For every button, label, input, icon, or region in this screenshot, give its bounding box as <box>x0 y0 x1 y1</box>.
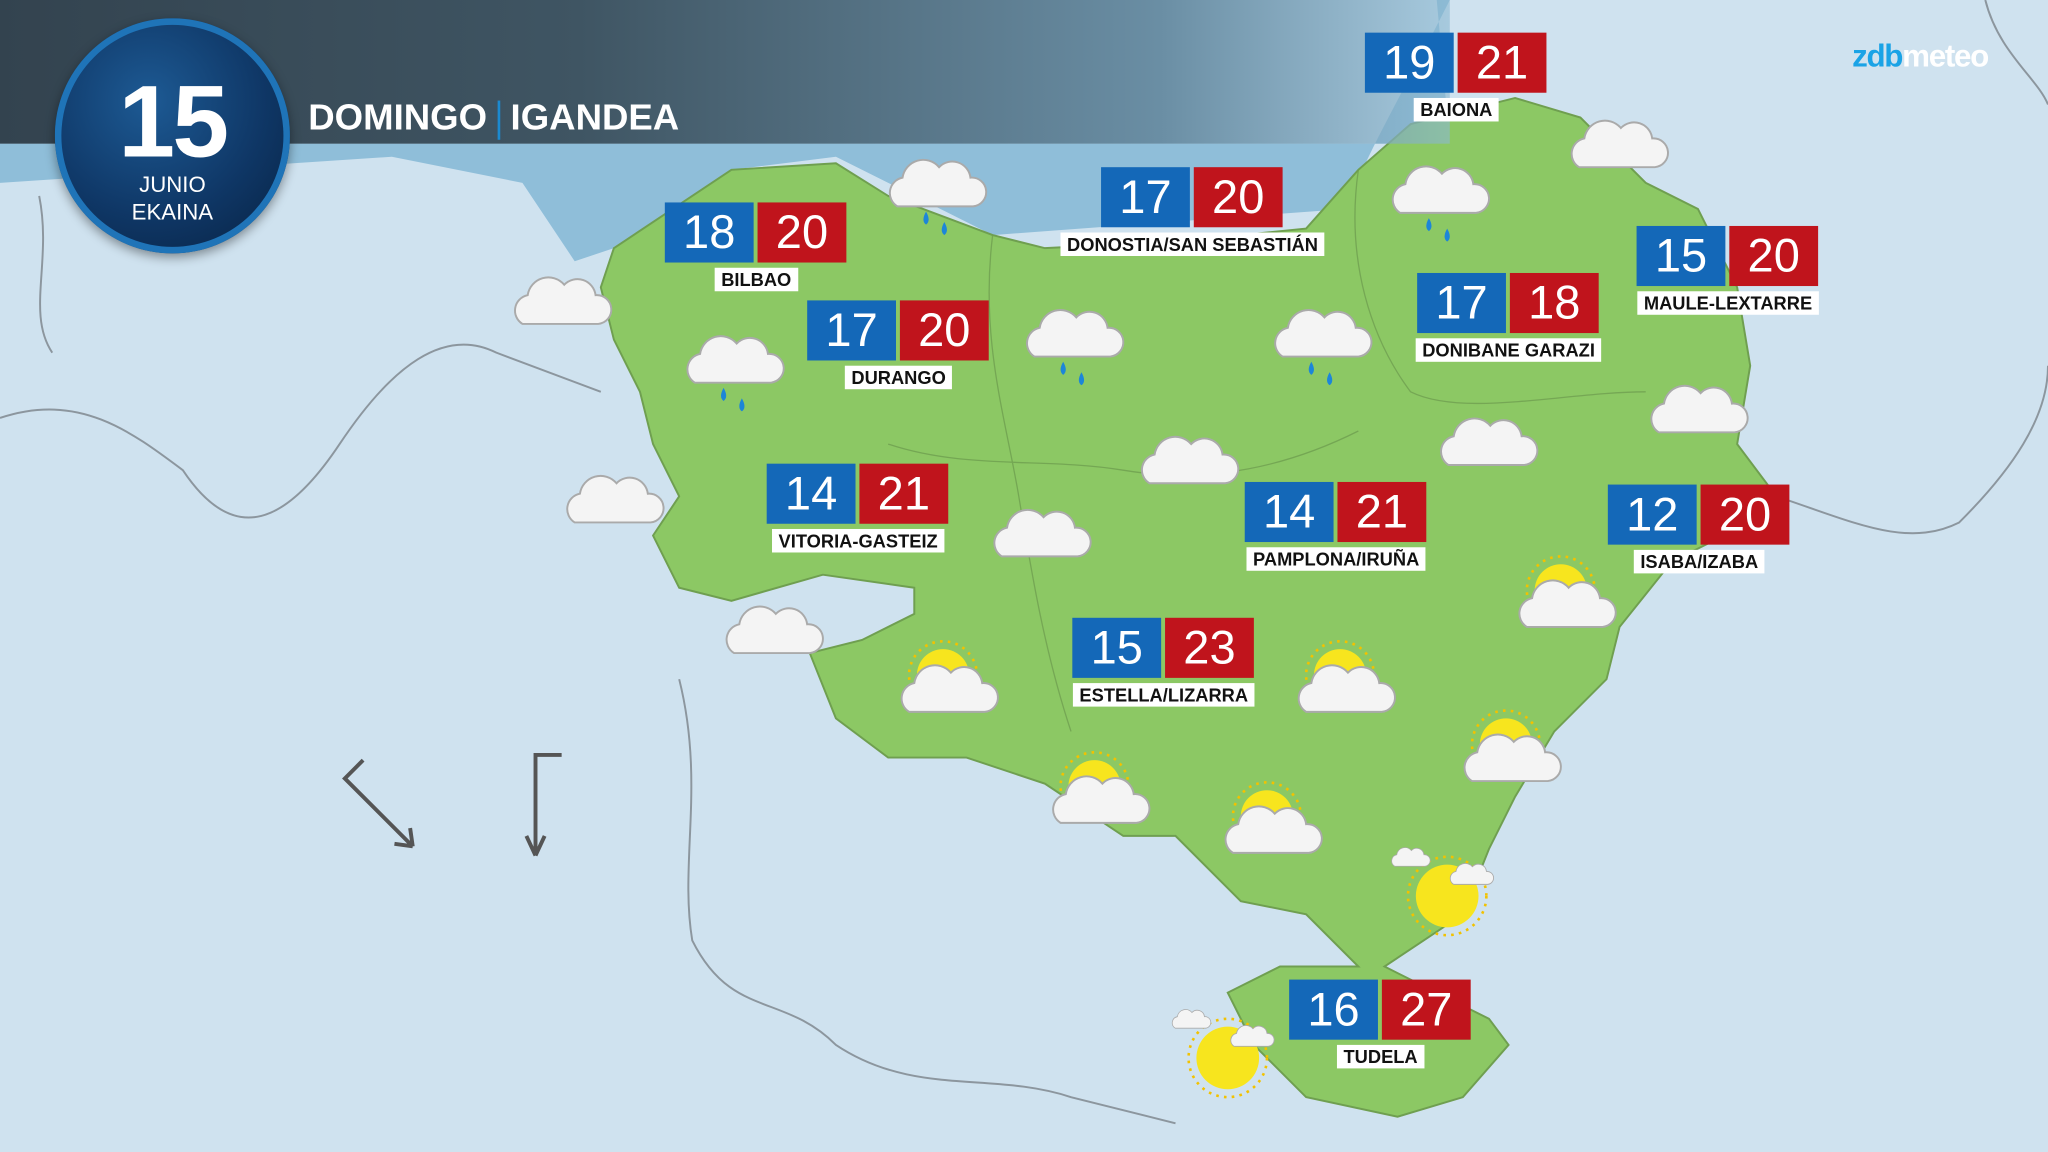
cloud-icon <box>973 481 1104 585</box>
max-temp: 21 <box>859 463 949 524</box>
city-label: VITORIA-GASTEIZ <box>772 528 945 553</box>
cloud-rain-icon <box>1006 281 1137 386</box>
city-forecast: 15 20 MAULE-LEXTARRE <box>1636 225 1820 315</box>
city-forecast: 17 20 DURANGO <box>807 300 990 390</box>
max-temp: 23 <box>1165 617 1254 678</box>
date-day: 15 <box>118 63 229 179</box>
sun-small-clouds-icon <box>1169 1006 1300 1110</box>
city-label: MAULE-LEXTARRE <box>1637 291 1819 315</box>
city-forecast: 15 23 ESTELLA/LIZARRA <box>1072 617 1255 707</box>
city-forecast: 12 20 ISABA/IZABA <box>1607 484 1791 574</box>
sun-cloud-icon <box>1277 636 1408 740</box>
cloud-rain-icon <box>1254 281 1385 386</box>
min-temp: 12 <box>1607 484 1697 545</box>
city-label: BILBAO <box>714 267 798 292</box>
cloud-rain-icon <box>869 131 1000 236</box>
weekday-eu: IGANDEA <box>510 96 680 138</box>
cloud-icon <box>494 248 625 352</box>
city-forecast: 14 21 VITORIA-GASTEIZ <box>766 463 950 553</box>
arrow-southeast-icon <box>342 758 415 849</box>
cloud-icon <box>1630 357 1761 461</box>
max-temp: 21 <box>1457 32 1547 93</box>
date-badge: 15 JUNIO EKAINA <box>54 18 290 254</box>
city-label: DURANGO <box>844 365 953 390</box>
date-month-eu: EKAINA <box>131 199 214 225</box>
city-label: PAMPLONA/IRUÑA <box>1246 547 1426 571</box>
wind-arrows <box>342 752 562 857</box>
city-label: TUDELA <box>1336 1044 1425 1069</box>
sun-cloud-icon <box>1443 705 1574 809</box>
city-label: DONIBANE GARAZI <box>1415 338 1602 362</box>
max-temp: 20 <box>1193 167 1283 228</box>
city-label: ISABA/IZABA <box>1633 549 1765 574</box>
cloud-icon <box>1420 389 1551 493</box>
city-forecast: 18 20 BILBAO <box>664 202 848 292</box>
cloud-icon <box>1121 408 1252 512</box>
city-forecast: 16 27 TUDELA <box>1289 979 1472 1069</box>
min-temp: 14 <box>766 463 856 524</box>
cloud-rain-icon <box>666 307 797 412</box>
min-temp: 17 <box>1101 167 1190 228</box>
sun-small-clouds-icon <box>1388 844 1519 948</box>
max-temp: 20 <box>1700 484 1790 545</box>
min-temp: 17 <box>1417 272 1506 334</box>
max-temp: 20 <box>1729 225 1819 287</box>
min-temp: 16 <box>1289 979 1378 1040</box>
sun-cloud-icon <box>1204 777 1335 881</box>
cloud-icon <box>705 577 836 681</box>
min-temp: 15 <box>1072 617 1162 678</box>
city-forecast: 17 18 DONIBANE GARAZI <box>1415 272 1602 362</box>
cloud-icon <box>546 447 677 551</box>
max-temp: 21 <box>1337 481 1427 543</box>
date-month-es: JUNIO <box>139 172 206 198</box>
weekday-es: DOMINGO <box>308 96 488 138</box>
sun-cloud-icon <box>1032 747 1163 851</box>
arrow-south-icon <box>524 752 562 857</box>
city-label: ESTELLA/LIZARRA <box>1072 683 1255 707</box>
min-temp: 17 <box>807 300 896 361</box>
city-forecast: 14 21 PAMPLONA/IRUÑA <box>1244 481 1428 571</box>
city-forecast: 17 20 DONOSTIA/SAN SEBASTIÁN <box>1060 167 1325 256</box>
cloud-rain-icon <box>1371 137 1502 242</box>
border-lines <box>0 0 2048 1125</box>
min-temp: 19 <box>1364 32 1454 93</box>
max-temp: 20 <box>899 300 989 361</box>
sun-cloud-icon <box>1498 551 1629 655</box>
cloud-icon <box>1550 91 1681 195</box>
max-temp: 20 <box>757 202 847 263</box>
city-label: BAIONA <box>1413 97 1499 122</box>
page-title: DOMINGO IGANDEA <box>308 97 679 140</box>
city-forecast: 19 21 BAIONA <box>1364 32 1548 122</box>
max-temp: 27 <box>1381 979 1471 1040</box>
max-temp: 18 <box>1509 272 1599 334</box>
min-temp: 15 <box>1636 225 1726 287</box>
city-label: DONOSTIA/SAN SEBASTIÁN <box>1060 232 1325 256</box>
sun-cloud-icon <box>880 636 1011 740</box>
min-temp: 18 <box>664 202 754 263</box>
zdbmeteo-logo: zdbmeteo <box>1852 39 1989 75</box>
min-temp: 14 <box>1244 481 1334 543</box>
